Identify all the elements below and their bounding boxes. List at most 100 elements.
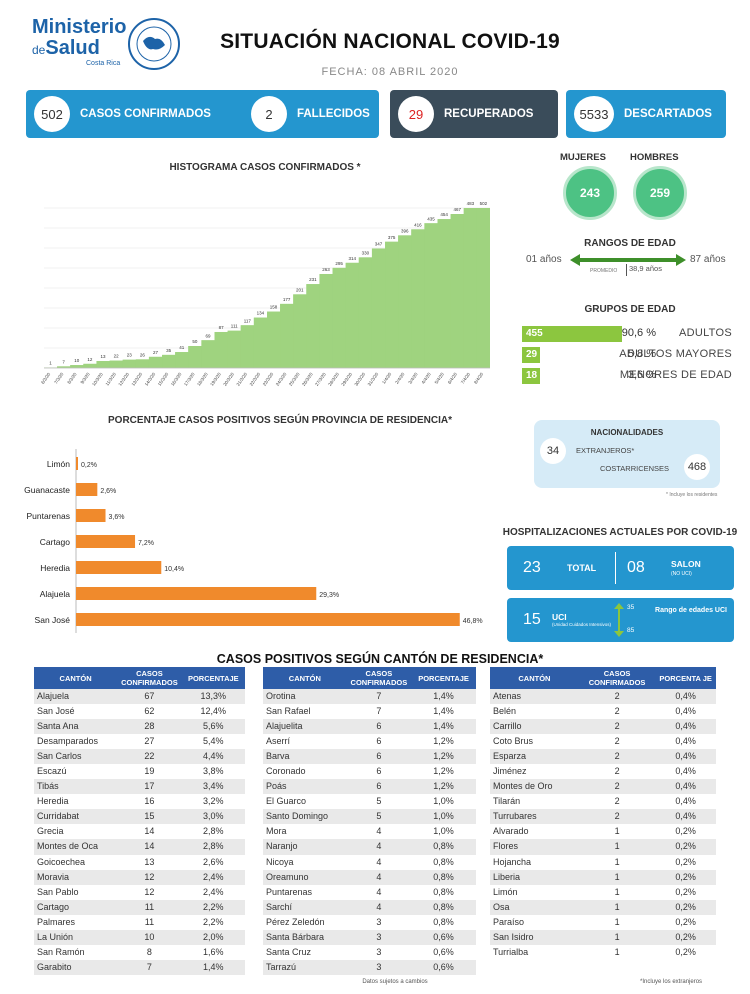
canton-name: Naranjo xyxy=(263,839,347,855)
canton-porcentaje: 0,4% xyxy=(675,766,696,777)
age-range-arrow-icon xyxy=(570,254,686,266)
table-row: Paraíso 1 0,2% xyxy=(490,915,716,930)
grupo-edad-bar: 455 xyxy=(522,326,622,342)
hist-data-label: 12 xyxy=(87,357,93,362)
canton-name: San Isidro xyxy=(490,929,579,945)
table-row: Esparza 2 0,4% xyxy=(490,749,716,765)
canton-name: Moravia xyxy=(34,869,118,885)
prov-category-label: Guanacaste xyxy=(24,485,70,495)
hist-bar xyxy=(57,366,71,368)
canton-casos: 12 xyxy=(117,869,182,885)
table-row: Cartago 11 2,2% xyxy=(34,899,245,915)
table-row: Poás 6 1,2% xyxy=(263,779,476,795)
card-descartados: 5533 DESCARTADOS xyxy=(566,90,726,138)
canton-casos: 67 xyxy=(117,689,182,705)
hist-data-label: 41 xyxy=(179,345,185,350)
canton-name: Santo Domingo xyxy=(263,809,347,825)
canton-name: Belén xyxy=(493,706,517,717)
canton-name: Tibás xyxy=(34,779,118,795)
mujeres-label: MUJERES xyxy=(560,152,606,163)
table-row: Curridabat 15 3,0% xyxy=(34,809,245,825)
canton-casos: 14 xyxy=(144,826,155,837)
uci-rango-min: 35 xyxy=(627,604,635,611)
table-row: Alajuelita 6 1,4% xyxy=(263,719,476,735)
canton-name: Barva xyxy=(263,749,347,765)
canton-name: Sarchí xyxy=(263,899,347,915)
hist-tick-label: 14/3/20 xyxy=(144,371,157,387)
hist-tick-label: 17/3/20 xyxy=(183,371,196,387)
table-row: Turrubares 2 0,4% xyxy=(490,809,716,825)
prov-category-label: Heredia xyxy=(40,563,70,573)
hist-data-label: 375 xyxy=(388,235,396,240)
hist-data-label: 13 xyxy=(101,354,107,359)
hist-bar xyxy=(437,219,451,368)
table-row: Tilarán 2 0,4% xyxy=(490,794,716,809)
hosp-divider xyxy=(615,552,616,584)
recuperados-label: RECUPERADOS xyxy=(444,108,534,120)
nacionalidades-title: NACIONALIDADES xyxy=(590,428,664,437)
canton-porcentaje: 0,4% xyxy=(655,779,716,795)
table-row: Coto Brus 2 0,4% xyxy=(490,734,716,749)
hist-tick-label: 11/3/20 xyxy=(104,371,117,386)
hist-tick-label: 18/3/20 xyxy=(196,371,209,387)
prov-value-label: 0,2% xyxy=(81,462,97,469)
table-row: Hojancha 1 0,2% xyxy=(490,855,716,870)
table-row: Turrialba 1 0,2% xyxy=(490,945,716,960)
canton-name: Flores xyxy=(490,839,579,855)
canton-casos: 6 xyxy=(346,749,412,765)
hist-bar xyxy=(398,235,412,368)
recuperados-value: 29 xyxy=(398,96,434,132)
table-row: Grecia 14 2,8% xyxy=(34,824,245,839)
table-row: Puntarenas 4 0,8% xyxy=(263,885,476,900)
table-row: La Unión 10 2,0% xyxy=(34,929,245,945)
hosp-total-card: 23 TOTAL 08 SALON (NO UCI) xyxy=(507,546,734,590)
table-row: Pérez Zeledón 3 0,8% xyxy=(263,915,476,930)
canton-casos: 6 xyxy=(376,766,382,777)
hist-data-label: 111 xyxy=(231,324,238,329)
table-row: Aserrí 6 1,2% xyxy=(263,734,476,749)
canton-casos: 4 xyxy=(346,869,412,885)
canton-casos: 1 xyxy=(578,899,656,915)
table-header-cell: PORCENTAJE xyxy=(411,667,476,689)
cantones-table-1: CANTÓN CASOS CONFIRMADOS PORCENTAJE Alajuel… xyxy=(34,667,245,975)
confirmados-label: CASOS CONFIRMADOS xyxy=(80,108,211,120)
canton-porcentaje: 0,4% xyxy=(655,719,716,735)
canton-casos: 2 xyxy=(614,766,620,777)
canton-porcentaje: 1,4% xyxy=(411,719,476,735)
descartados-value: 5533 xyxy=(574,96,614,132)
canton-porcentaje: 1,6% xyxy=(203,946,224,957)
prov-value-label: 29,3% xyxy=(319,592,339,599)
nacionalidades-note: * Incluye los residentes xyxy=(666,492,718,498)
hist-data-label: 26 xyxy=(140,352,146,357)
canton-casos: 19 xyxy=(144,766,155,777)
hist-bar xyxy=(253,317,267,368)
prov-value-label: 3,6% xyxy=(109,514,125,521)
hosp-total-label: TOTAL xyxy=(567,563,597,573)
prov-bar xyxy=(76,483,98,496)
canton-casos: 2 xyxy=(614,736,620,747)
prov-category-label: Alajuela xyxy=(40,589,71,599)
table-row: Coronado 6 1,2% xyxy=(263,764,476,779)
table-row: Garabito 7 1,4% xyxy=(34,959,245,975)
canton-name: Puntarenas xyxy=(266,886,313,897)
canton-porcentaje: 13,3% xyxy=(181,689,245,705)
fallecidos-value: 2 xyxy=(250,96,287,132)
hist-bar xyxy=(280,303,294,368)
hist-data-label: 231 xyxy=(309,277,317,282)
hist-tick-label: 19/3/20 xyxy=(209,371,222,387)
canton-name: Santa Ana xyxy=(34,719,118,735)
canton-name: Heredia xyxy=(37,796,69,807)
canton-name: El Guarco xyxy=(266,796,307,807)
table-header-row: CANTÓN CASOS CONFIRMADOS PORCENTAJE xyxy=(34,667,245,689)
hist-bar xyxy=(371,248,386,368)
canton-name: Garabito xyxy=(34,959,118,975)
table-header-cell: PORCENTA JE xyxy=(655,667,716,689)
canton-casos: 2 xyxy=(578,749,656,765)
canton-name: Orotina xyxy=(263,689,347,705)
canton-porcentaje: 3,2% xyxy=(203,796,224,807)
page-title: SITUACIÓN NACIONAL COVID-19 xyxy=(220,30,560,53)
hist-bar xyxy=(214,331,228,368)
table-row: Heredia 16 3,2% xyxy=(34,794,245,809)
canton-casos: 16 xyxy=(144,796,155,807)
nacionalidades-panel: NACIONALIDADES 34 EXTRANJEROS* COSTARRIC… xyxy=(534,420,720,488)
